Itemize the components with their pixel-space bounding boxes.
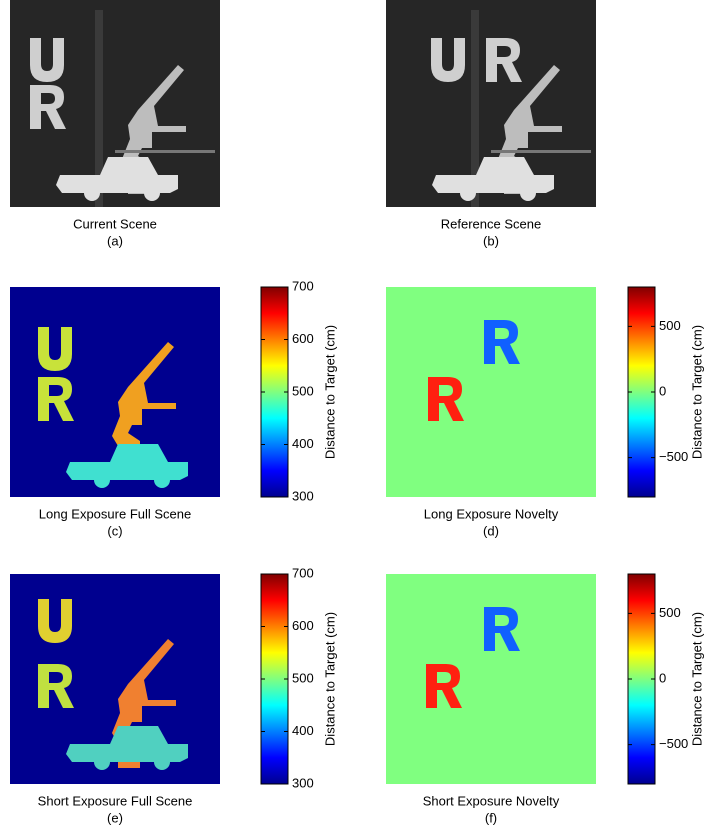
- panel-label: (d): [483, 523, 499, 538]
- panel-label: (f): [485, 810, 497, 825]
- panel-label: (e): [107, 810, 123, 825]
- caption: Short Exposure Full Scene: [38, 793, 193, 808]
- caption: Long Exposure Full Scene: [39, 506, 191, 521]
- depth-map: [10, 287, 220, 497]
- colorbar-label: Distance to Target (cm): [689, 612, 704, 746]
- panel-label: (c): [107, 523, 122, 538]
- scene-image: [10, 0, 220, 207]
- tick-label: 0: [659, 383, 666, 398]
- caption: Reference Scene: [441, 216, 541, 231]
- colorbar: [260, 573, 289, 785]
- tick-label: 700: [292, 565, 314, 580]
- caption: Current Scene: [73, 216, 157, 231]
- tick-label: −500: [659, 449, 688, 464]
- tick-label: 300: [292, 488, 314, 503]
- depth-map: [10, 574, 220, 784]
- tick-label: 600: [292, 618, 314, 633]
- scene-image: [386, 0, 596, 207]
- colorbar: [627, 573, 656, 785]
- tick-label: 400: [292, 436, 314, 451]
- colorbar: [260, 286, 289, 498]
- panel-label: (a): [107, 233, 123, 248]
- tick-label: −500: [659, 736, 688, 751]
- colorbar-label: Distance to Target (cm): [322, 325, 337, 459]
- tick-label: 300: [292, 775, 314, 790]
- novelty-map: [386, 287, 596, 497]
- tick-label: 500: [292, 383, 314, 398]
- tick-label: 500: [659, 605, 681, 620]
- colorbar-label: Distance to Target (cm): [322, 612, 337, 746]
- tick-label: 700: [292, 278, 314, 293]
- colorbar: [627, 286, 656, 498]
- caption: Short Exposure Novelty: [423, 793, 560, 808]
- panel-label: (b): [483, 233, 499, 248]
- tick-label: 500: [659, 318, 681, 333]
- caption: Long Exposure Novelty: [424, 506, 559, 521]
- tick-label: 0: [659, 670, 666, 685]
- colorbar-label: Distance to Target (cm): [689, 325, 704, 459]
- tick-label: 500: [292, 670, 314, 685]
- tick-label: 600: [292, 331, 314, 346]
- tick-label: 400: [292, 723, 314, 738]
- novelty-map: [386, 574, 596, 784]
